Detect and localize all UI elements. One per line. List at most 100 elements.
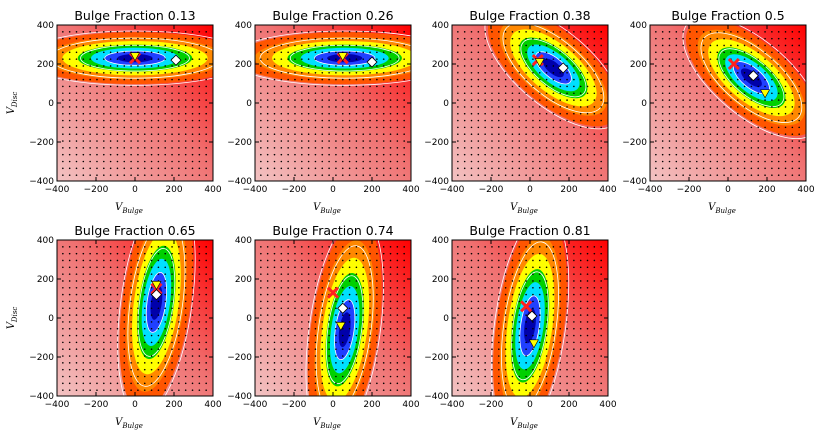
y-tick-label: −400: [622, 177, 647, 187]
triangle-marker: [335, 322, 346, 331]
x-tick-label: 200: [758, 185, 775, 195]
triangle-marker: [528, 339, 539, 349]
y-tick-label: 200: [235, 275, 252, 285]
sample-grid: [62, 246, 207, 391]
contour-line-3: [325, 275, 364, 385]
triangle-marker: [129, 52, 141, 62]
panel-5: −400 −200 0 200 400 −400 −200 0 200 400 Bulge Frac…: [6, 223, 222, 430]
y-tick-label: 400: [432, 236, 449, 246]
y-tick-label: 400: [37, 21, 54, 31]
contour-line-2: [700, 32, 803, 123]
x-axis-label: VBulge: [115, 417, 143, 430]
y-tick-label: −200: [29, 353, 54, 363]
contour-line-1: [57, 30, 213, 86]
diamond-marker: [747, 70, 759, 82]
x-axis-label: VBulge: [313, 202, 341, 215]
cross-marker: [326, 286, 340, 299]
contour-line-4: [534, 51, 572, 85]
y-tick-label: 400: [432, 21, 449, 31]
cross-marker: [727, 57, 740, 71]
panel-title: Bulge Fraction 0.65: [74, 223, 195, 238]
diamond-marker: [337, 302, 349, 314]
diamond-marker: [526, 310, 538, 322]
x-tick-label: −400: [638, 185, 663, 195]
x-tick-label: −200: [479, 185, 504, 195]
y-tick-label: −400: [29, 177, 54, 187]
panel-4: −400 −200 0 200 400 −400 −200 0 200 400 Bulge Frac…: [622, 8, 815, 215]
x-tick-label: −200: [479, 400, 504, 410]
panel-3: −400 −200 0 200 400 −400 −200 0 200 400 Bulge Frac…: [424, 8, 617, 215]
x-axis-label: VBulge: [115, 202, 143, 215]
diamond-marker: [557, 62, 569, 74]
y-axis-label: VDisc: [6, 92, 19, 115]
y-tick-label: 0: [641, 99, 647, 109]
y-tick-label: −400: [424, 177, 449, 187]
triangle-marker: [760, 89, 771, 99]
contour-line-1: [305, 240, 384, 396]
x-tick-label: −400: [440, 400, 465, 410]
x-tick-label: 400: [204, 185, 221, 195]
x-tick-label: 0: [132, 185, 138, 195]
x-axis-label: VBulge: [313, 417, 341, 430]
contour-line-3: [80, 44, 190, 72]
y-tick-label: 400: [235, 236, 252, 246]
plot-area: [650, 25, 806, 181]
contour-line-1: [484, 25, 608, 130]
y-tick-label: 200: [235, 60, 252, 70]
contour-level-7: [338, 312, 351, 348]
sample-grid: [260, 31, 405, 176]
x-tick-label: 400: [797, 185, 814, 195]
panel-title: Bulge Fraction 0.26: [272, 8, 393, 23]
panel-6: −400 −200 0 200 400 −400 −200 0 200 400 Bulge Frac…: [227, 223, 420, 430]
contour-level-7: [542, 58, 564, 78]
x-tick-label: 200: [165, 185, 182, 195]
plot-area: [452, 25, 608, 181]
contour-line-3: [137, 248, 176, 357]
contour-line-4: [145, 272, 168, 333]
x-tick-label: 0: [527, 400, 533, 410]
sample-grid: [457, 31, 602, 176]
panel-2: −400 −200 0 200 400 −400 −200 0 200 400 Bulge Frac…: [227, 8, 420, 215]
contour-line-3: [520, 38, 587, 98]
contour-line-4: [104, 50, 166, 66]
x-tick-label: 0: [330, 185, 336, 195]
contour-line-3: [718, 48, 785, 107]
x-axis-label: VBulge: [510, 202, 538, 215]
x-tick-label: 400: [599, 400, 616, 410]
x-tick-label: −200: [282, 400, 307, 410]
x-tick-label: −400: [243, 185, 268, 195]
x-tick-label: −200: [84, 185, 109, 195]
panel-title: Bulge Fraction 0.74: [272, 223, 393, 238]
sample-grid: [260, 246, 405, 391]
contour-line-1: [255, 30, 411, 86]
y-tick-label: 200: [37, 275, 54, 285]
diamond-marker: [150, 289, 163, 301]
plot-area: [255, 240, 411, 396]
y-tick-label: 400: [630, 21, 647, 31]
y-tick-label: 400: [235, 21, 252, 31]
x-tick-label: −400: [45, 185, 70, 195]
y-tick-label: 0: [246, 99, 252, 109]
x-tick-label: −400: [45, 400, 70, 410]
panel-title: Bulge Fraction 0.38: [469, 8, 590, 23]
contour-line-1: [490, 240, 570, 396]
contour-line-2: [501, 241, 559, 396]
y-axis-label: VDisc: [6, 307, 19, 330]
panel-title: Bulge Fraction 0.81: [469, 223, 590, 238]
plot-area: [57, 25, 213, 181]
cross-marker: [520, 300, 533, 313]
x-tick-label: 400: [402, 400, 419, 410]
x-tick-label: −400: [243, 400, 268, 410]
x-tick-label: −200: [677, 185, 702, 195]
y-tick-label: −200: [424, 353, 449, 363]
triangle-marker: [534, 58, 545, 68]
y-tick-label: 200: [432, 275, 449, 285]
x-tick-label: 0: [330, 400, 336, 410]
x-tick-label: 0: [725, 185, 731, 195]
panel-title: Bulge Fraction 0.5: [671, 8, 784, 23]
y-tick-label: −200: [227, 353, 252, 363]
x-tick-label: 200: [560, 400, 577, 410]
x-tick-label: 400: [599, 185, 616, 195]
y-tick-label: 200: [37, 60, 54, 70]
y-tick-label: 0: [48, 99, 54, 109]
